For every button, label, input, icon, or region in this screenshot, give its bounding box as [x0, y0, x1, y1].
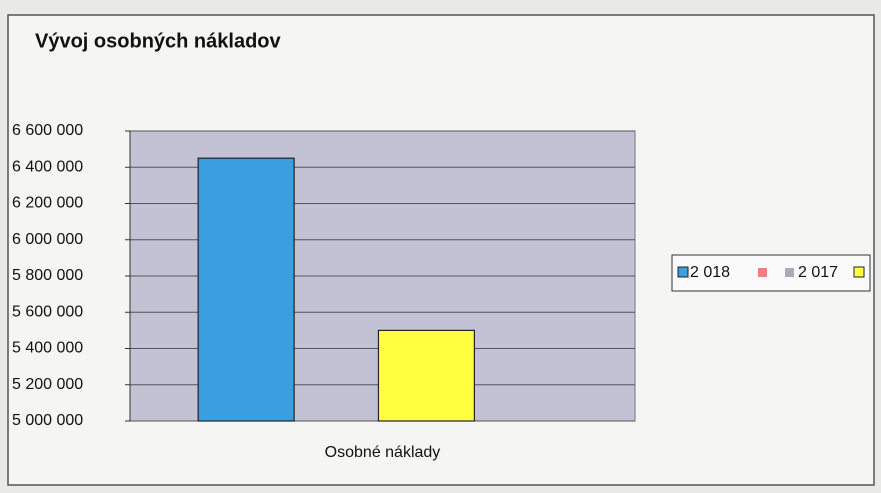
legend-decor: [758, 268, 767, 277]
bar: [377, 329, 476, 422]
chart-title: Vývoj osobných nákladov: [35, 30, 282, 52]
legend-decor: [785, 268, 794, 277]
y-tick-label: 6 400 000: [12, 158, 83, 175]
bar: [197, 157, 295, 422]
y-tick-label: 5 400 000: [12, 340, 83, 357]
y-tick-label: 5 600 000: [12, 303, 83, 320]
legend-marker: [853, 266, 865, 278]
y-tick-label: 6 200 000: [12, 195, 83, 212]
y-tick-label: 6 000 000: [12, 231, 83, 248]
y-tick-label: 5 000 000: [12, 412, 83, 429]
legend-label: 2 018: [690, 264, 730, 281]
y-tick-label: 6 600 000: [12, 122, 83, 139]
y-tick-label: 5 200 000: [12, 376, 83, 393]
legend-label: 2 017: [798, 264, 838, 281]
legend-marker: [677, 266, 689, 278]
legend: [671, 254, 871, 292]
y-tick-label: 5 800 000: [12, 267, 83, 284]
x-tick-label: Osobné náklady: [325, 444, 441, 461]
